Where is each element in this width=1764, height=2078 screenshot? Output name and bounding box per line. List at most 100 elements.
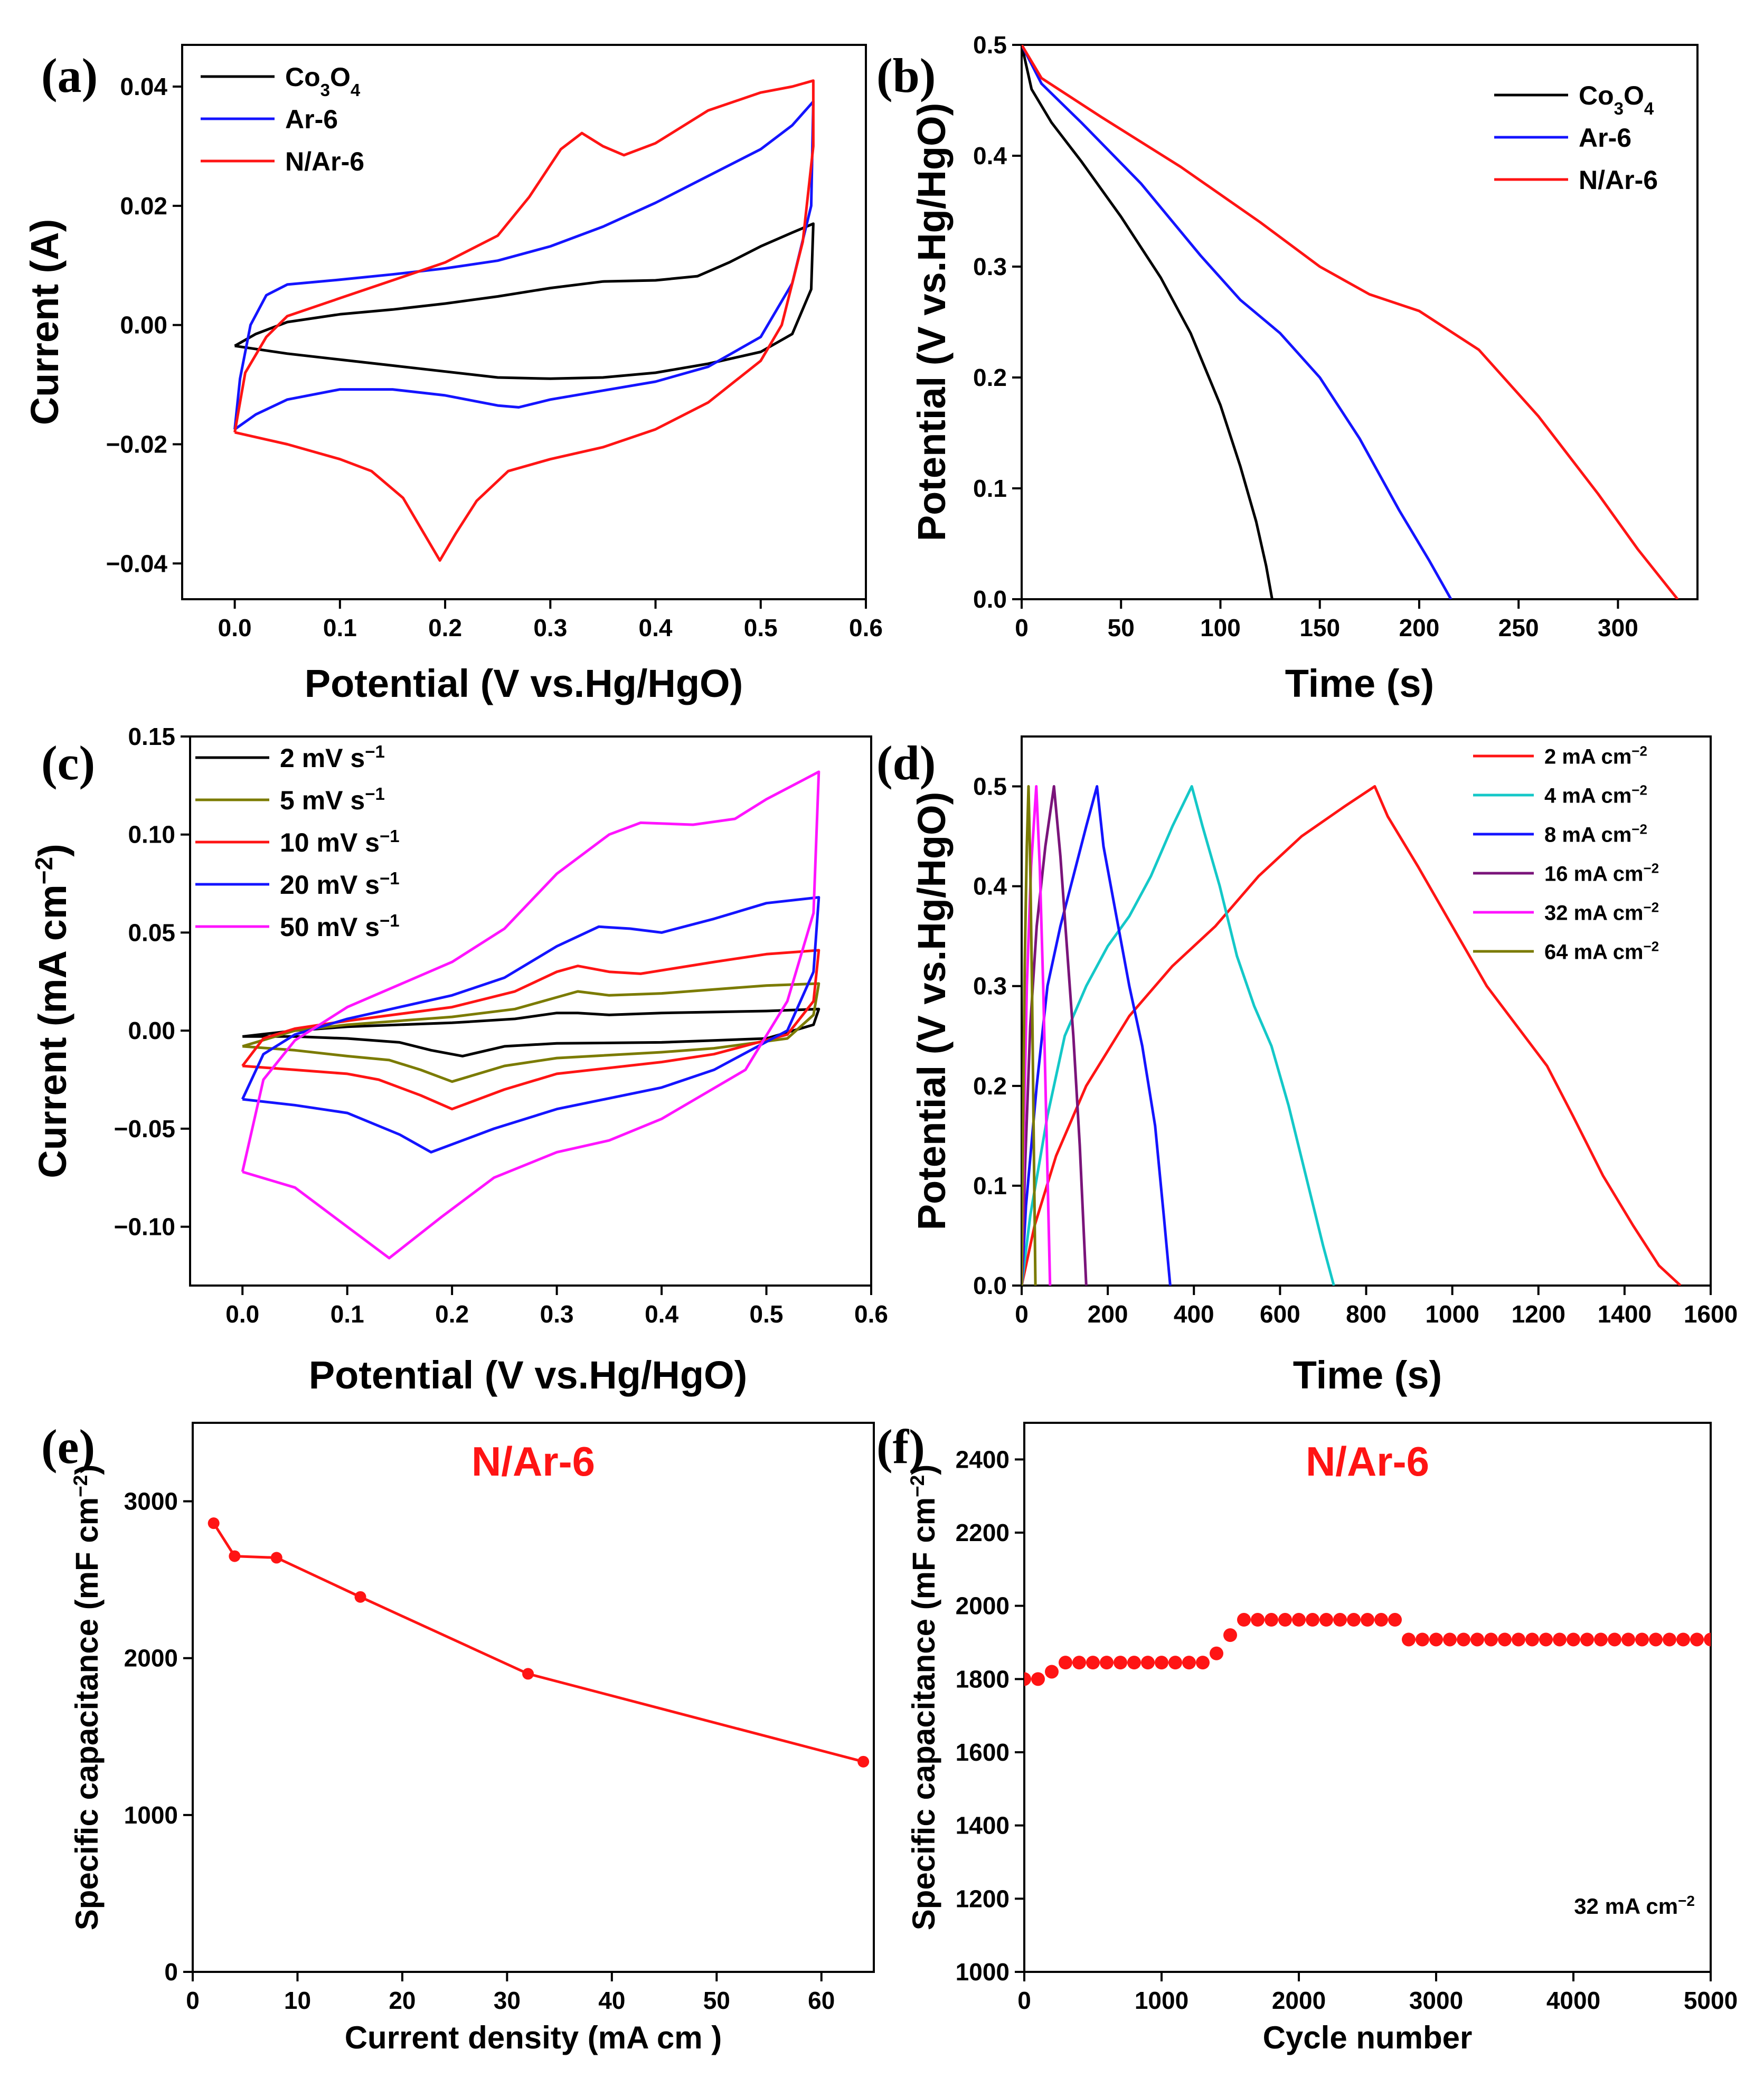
x-tick-label: 0.6	[854, 1300, 888, 1328]
chart-title: N/Ar-6	[471, 1438, 595, 1485]
y-tick-label: 0.00	[128, 1017, 175, 1044]
x-axis-label: Time (s)	[1285, 662, 1434, 705]
legend-label: Ar-6	[1579, 123, 1631, 153]
data-point	[1690, 1632, 1704, 1647]
x-tick-label: 800	[1346, 1300, 1386, 1328]
data-point	[1265, 1613, 1278, 1627]
legend-label: 10 mV s−1	[280, 826, 400, 858]
data-point	[1704, 1632, 1711, 1647]
x-tick-label: 50	[1108, 614, 1135, 641]
series-line-4-ma-cm-2	[1022, 785, 1335, 1286]
legend-label: Co3O4	[1579, 81, 1654, 118]
data-point	[1429, 1632, 1443, 1647]
series-line-20-mv-s-1	[241, 896, 820, 1154]
x-tick-label: 0	[186, 1987, 200, 2014]
data-point	[1059, 1656, 1072, 1670]
legend-label: 2 mV s−1	[280, 742, 385, 773]
panel-f: (f) 0 1000 2000 3000 4000 5000 1000 1200 1400 1600…	[876, 1420, 1738, 2055]
x-tick-label: 10	[284, 1987, 311, 2014]
y-tick-label: 0.2	[973, 364, 1007, 391]
data-point	[1223, 1628, 1237, 1642]
y-tick-label: 0.4	[973, 873, 1007, 900]
x-tick-label: 0.0	[218, 614, 252, 641]
plot-area	[1022, 785, 1682, 1286]
x-tick-label: 1600	[1684, 1300, 1738, 1328]
data-point	[1663, 1632, 1676, 1647]
x-tick-label: 0	[1015, 1300, 1029, 1328]
data-point	[229, 1550, 241, 1562]
y-tick-label: 0.4	[973, 142, 1007, 169]
x-axis-label: Time (s)	[1293, 1353, 1442, 1397]
x-tick-label: 400	[1174, 1300, 1214, 1328]
x-tick-label: 1000	[1425, 1300, 1479, 1328]
series-line-n-ar-6	[212, 1522, 864, 1763]
data-point	[1539, 1632, 1553, 1647]
x-axis-label: Potential (V vs.Hg/HgO)	[305, 662, 743, 705]
series-line-32-ma-cm-2	[1022, 785, 1052, 1286]
x-tick-label: 0.2	[435, 1300, 469, 1328]
x-tick-label: 2000	[1272, 1987, 1326, 2014]
legend: 2 mV s−1 5 mV s−1 10 mV s−1 20 mV s−1 50 mV …	[195, 742, 400, 942]
data-point	[1416, 1632, 1429, 1647]
legend-label: 32 mA cm−2	[1544, 899, 1659, 924]
series-line-co3o4	[234, 222, 815, 380]
data-point	[857, 1755, 870, 1768]
x-tick-label: 200	[1399, 614, 1440, 641]
x-tick-label: 40	[598, 1987, 625, 2014]
series-line-2-ma-cm-2	[1022, 785, 1682, 1286]
y-tick-label: 1000	[124, 1801, 178, 1829]
legend-label: 20 mV s−1	[280, 868, 400, 900]
legend-label: 16 mA cm−2	[1544, 860, 1659, 885]
y-axis-label: Current (mA cm−2)	[30, 844, 74, 1178]
data-point	[1045, 1665, 1059, 1679]
x-tick-label: 1400	[1598, 1300, 1652, 1328]
data-point	[1292, 1613, 1306, 1627]
y-tick-label: −0.05	[114, 1115, 175, 1142]
data-point	[1388, 1613, 1402, 1627]
data-point	[207, 1517, 220, 1529]
x-tick-label: 250	[1498, 614, 1539, 641]
data-point	[1237, 1613, 1251, 1627]
legend-label: 8 mA cm−2	[1544, 821, 1647, 846]
legend: Co3O4 Ar-6 N/Ar-6	[1494, 81, 1658, 195]
y-tick-label: 0.3	[973, 253, 1007, 280]
data-point	[1024, 1672, 1031, 1686]
x-tick-label: 300	[1598, 614, 1638, 641]
y-tick-label: −0.04	[106, 550, 168, 577]
x-tick-label: 0	[1015, 614, 1029, 641]
plot-area	[207, 1517, 870, 1768]
data-point	[1251, 1613, 1265, 1627]
x-tick-label: 0	[1017, 1987, 1031, 2014]
series-line-n-ar-6	[233, 79, 815, 562]
data-point	[1594, 1632, 1608, 1647]
panel-e: (e) 0 10 20 30 40 50 60 0 1000 2000 3000 Current den…	[41, 1420, 875, 2055]
series-line-50-mv-s-1	[241, 770, 820, 1260]
data-point	[1306, 1613, 1319, 1627]
legend-label: 4 mA cm−2	[1544, 782, 1647, 807]
y-tick-label: 0.2	[973, 1072, 1007, 1100]
panel-b: (b) 0 50 100 150 200 250 300 0.0 0.1 0.2 0.3 0.4 0.5 T…	[876, 31, 1699, 705]
data-point	[1072, 1656, 1086, 1670]
x-tick-label: 0.2	[428, 614, 462, 641]
y-tick-label: 1000	[956, 1958, 1010, 1986]
series-line-2-mv-s-1	[242, 1007, 820, 1057]
plot-area	[1024, 1613, 1711, 1686]
plot-area	[233, 79, 815, 562]
data-point	[1498, 1632, 1512, 1647]
x-tick-label: 100	[1200, 614, 1241, 641]
y-tick-label: 2200	[956, 1519, 1010, 1546]
x-tick-label: 0.5	[744, 614, 778, 641]
y-tick-label: 1200	[956, 1885, 1010, 1912]
data-point	[1567, 1632, 1580, 1647]
legend-label: 50 mV s−1	[280, 911, 400, 942]
data-point	[1086, 1656, 1100, 1670]
data-point	[1484, 1632, 1498, 1647]
plot-frame	[181, 44, 867, 600]
data-point	[1402, 1632, 1416, 1647]
panel-d: (d) 0 200 400 600 800 1000 1200 1400 1600 0.0 0.1 0.…	[876, 735, 1738, 1397]
data-point	[1127, 1656, 1141, 1670]
y-axis-label: Potential (V vs.Hg/HgO)	[910, 792, 954, 1231]
panel-letter: (d)	[876, 736, 936, 790]
data-point	[354, 1591, 366, 1603]
